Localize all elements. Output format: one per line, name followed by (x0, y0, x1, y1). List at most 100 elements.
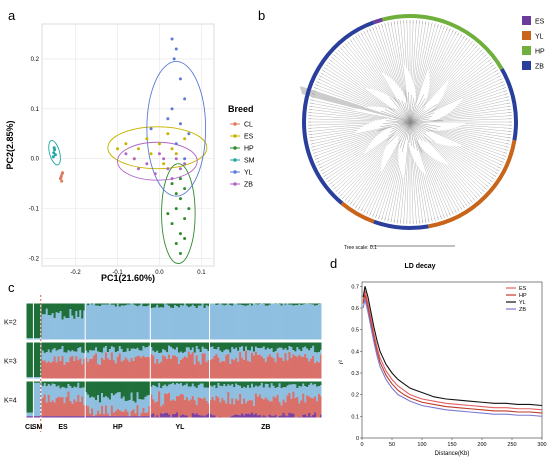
structure-bar-segment (77, 360, 80, 379)
tree-leaf-tick (446, 213, 448, 217)
tree-leaf-tick (498, 166, 501, 169)
structure-bar-segment (270, 303, 273, 340)
structure-bar-segment (215, 349, 218, 355)
structure-bar-segment (134, 413, 137, 417)
structure-bar-segment (108, 399, 112, 416)
structure-bar-segment (221, 304, 224, 340)
structure-bar-segment (298, 386, 301, 404)
tree-leaf-tick (372, 27, 374, 31)
structure-bar-segment (160, 387, 163, 407)
structure-bar-segment (223, 361, 226, 379)
ld-x-tick-label: 200 (477, 442, 486, 448)
structure-bar-segment (310, 416, 313, 418)
structure-bar-segment (225, 304, 228, 340)
structure-bar-segment (37, 303, 41, 339)
structure-bar-segment (47, 349, 50, 362)
structure-bar-segment (51, 416, 54, 418)
structure-bar-segment (110, 342, 114, 347)
tree-branch (394, 174, 402, 221)
tree-leaf-tick (312, 90, 316, 92)
structure-bar-segment (112, 347, 116, 361)
structure-bar-segment (225, 349, 228, 356)
tree-leaf-tick (316, 81, 320, 83)
tree-leaf-tick (504, 90, 508, 92)
tree-leaf-tick (355, 35, 358, 39)
tree-branch (415, 24, 432, 96)
structure-bar-segment (81, 303, 84, 319)
structure-bar-segment (229, 305, 232, 340)
structure-bar-segment (146, 347, 149, 357)
tree-branch (446, 129, 508, 144)
structure-bar-segment (258, 385, 262, 395)
tree-branch (446, 53, 484, 88)
structure-bar-segment (158, 416, 161, 418)
structure-bar-segment (278, 303, 281, 305)
structure-bar-segment (280, 347, 283, 358)
structure-bar-segment (112, 395, 116, 413)
structure-bar-segment (51, 400, 54, 417)
structure-bar-segment (256, 415, 260, 418)
structure-bar-segment (219, 342, 222, 351)
structure-bar-segment (63, 303, 66, 317)
tree-inner-branch (392, 108, 411, 123)
structure-bar-segment (59, 342, 62, 350)
structure-bar-segment (138, 305, 141, 340)
tree-inner-branch (409, 115, 433, 123)
structure-bar-segment (106, 381, 110, 398)
tree-leaf-tick (327, 180, 331, 183)
structure-bar-segment (177, 383, 181, 396)
structure-bar-segment (239, 351, 242, 379)
structure-bar-segment (75, 387, 78, 402)
tree-ring-segment-yl (340, 201, 375, 224)
tree-leaf-tick (440, 216, 442, 220)
structure-bar-segment (134, 305, 137, 340)
structure-bar-segment (264, 361, 268, 379)
structure-bar-segment (286, 381, 289, 386)
structure-bar-segment (270, 381, 273, 384)
structure-bar-segment (146, 342, 149, 348)
structure-bar-segment (276, 303, 279, 340)
tree-leaf-tick (369, 28, 371, 32)
structure-bar-segment (104, 352, 108, 379)
structure-bar-segment (152, 307, 155, 340)
structure-bar-segment (164, 393, 167, 413)
structure-bar-segment (195, 303, 198, 309)
structure-bar-segment (33, 382, 37, 417)
tree-leaf-tick (363, 31, 366, 34)
tree-branch (353, 39, 397, 102)
tree-leaf-tick (375, 215, 377, 219)
tree-branch (343, 151, 385, 198)
pca-point-zb (178, 167, 182, 171)
structure-bar-segment (239, 304, 242, 340)
structure-bar-segment (89, 397, 92, 414)
structure-bar-segment (245, 342, 248, 347)
structure-bar-segment (160, 342, 163, 353)
structure-bar-segment (199, 415, 202, 418)
tree-leaf-tick (477, 194, 480, 197)
structure-bar-segment (45, 308, 49, 340)
structure-bar-segment (181, 414, 185, 418)
structure-bar-segment (193, 364, 197, 379)
structure-bar-segment (296, 381, 299, 389)
tree-inner-branch (409, 121, 434, 132)
structure-bar-segment (47, 342, 50, 350)
structure-bar-segment (294, 397, 297, 418)
structure-bar-segment (108, 349, 112, 360)
pca-point-zb (162, 157, 166, 161)
structure-bar-segment (231, 303, 234, 306)
ld-x-tick-label: 250 (507, 442, 516, 448)
structure-bar-segment (57, 381, 60, 386)
structure-bar-segment (89, 303, 92, 340)
tree-branch (310, 112, 382, 120)
structure-bar-segment (172, 355, 175, 379)
structure-bar-segment (272, 303, 275, 340)
structure-bar-segment (219, 385, 222, 403)
structure-bar-segment (318, 386, 321, 394)
tree-leaf-tick (331, 184, 334, 188)
structure-bar-segment (245, 303, 248, 306)
structure-bar-segment (270, 415, 273, 418)
tree-branch (315, 87, 368, 107)
structure-bar-segment (266, 384, 270, 400)
tree-leaf-tick (501, 84, 505, 86)
panel-label-c: c (8, 280, 15, 295)
